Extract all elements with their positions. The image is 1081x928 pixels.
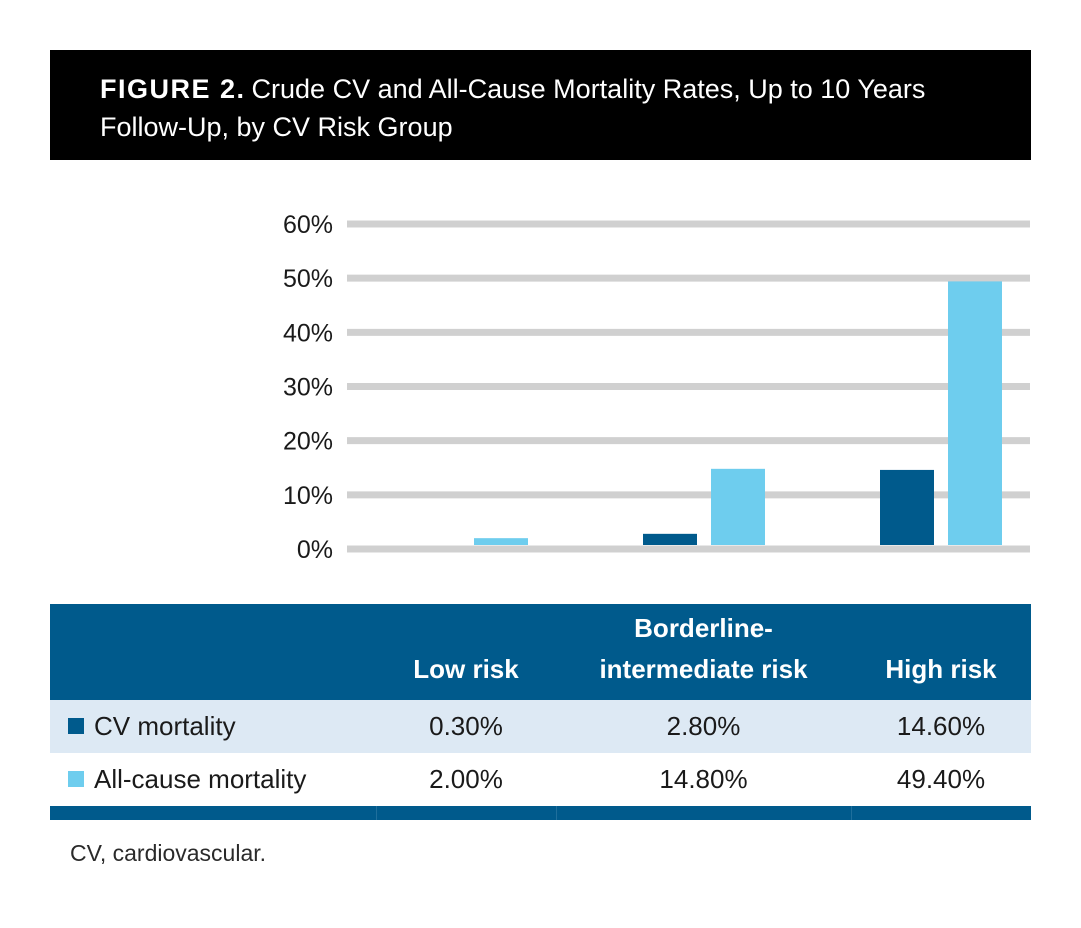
table-row-all-cause-mortality: All-cause mortality 2.00% 14.80% 49.40% [50, 753, 1031, 806]
table-header-blank [50, 604, 376, 700]
row-label-cell: CV mortality [50, 700, 376, 753]
table-bottom-cell [555, 806, 851, 820]
table-bottom-cell [50, 806, 376, 820]
table-header-high-risk: High risk [851, 604, 1031, 700]
figure-label: FIGURE 2. [100, 74, 246, 104]
figure-title-bar: FIGURE 2. Crude CV and All-Cause Mortalit… [50, 50, 1031, 160]
bar [711, 468, 765, 545]
table-header-low-risk: Low risk [376, 604, 556, 700]
table-cell: 49.40% [851, 753, 1031, 806]
bar [880, 469, 934, 545]
row-label: All-cause mortality [94, 764, 307, 794]
table-row-cv-mortality: CV mortality 0.30% 2.80% 14.60% [50, 700, 1031, 753]
y-tick-label: 10% [283, 482, 333, 510]
all-cause-mortality-legend-swatch [68, 771, 84, 788]
bar [474, 538, 528, 545]
y-tick-label: 20% [283, 428, 333, 456]
bar [948, 281, 1002, 545]
y-tick-label: 50% [283, 265, 333, 293]
y-tick-label: 60% [283, 211, 333, 239]
table-header-borderline-intermediate-risk: Borderline- intermediate risk [556, 604, 851, 700]
data-table: Low risk Borderline- intermediate risk H… [50, 604, 1031, 820]
row-label: CV mortality [94, 711, 236, 741]
table-bottom-cell [850, 806, 1031, 820]
figure-title: Crude CV and All-Cause Mortality Rates, … [100, 74, 926, 142]
bar-chart: 0% 10% 20% 30% 40% 50% 60% [283, 211, 1030, 564]
table-header-row: Low risk Borderline- intermediate risk H… [50, 604, 1031, 700]
footnote: CV, cardiovascular. [70, 840, 267, 866]
bar [643, 533, 697, 545]
table-bottom-cell [375, 806, 556, 820]
table-cell: 14.60% [851, 700, 1031, 753]
row-label-cell: All-cause mortality [50, 753, 376, 806]
table-cell: 2.00% [376, 753, 556, 806]
table-cell: 14.80% [556, 753, 851, 806]
y-tick-label: 40% [283, 319, 333, 347]
y-tick-label: 0% [297, 536, 333, 564]
table-bottom-bar [50, 806, 1031, 820]
table-cell: 0.30% [376, 700, 556, 753]
cv-mortality-legend-swatch [68, 718, 84, 735]
table-cell: 2.80% [556, 700, 851, 753]
y-tick-label: 30% [283, 374, 333, 402]
